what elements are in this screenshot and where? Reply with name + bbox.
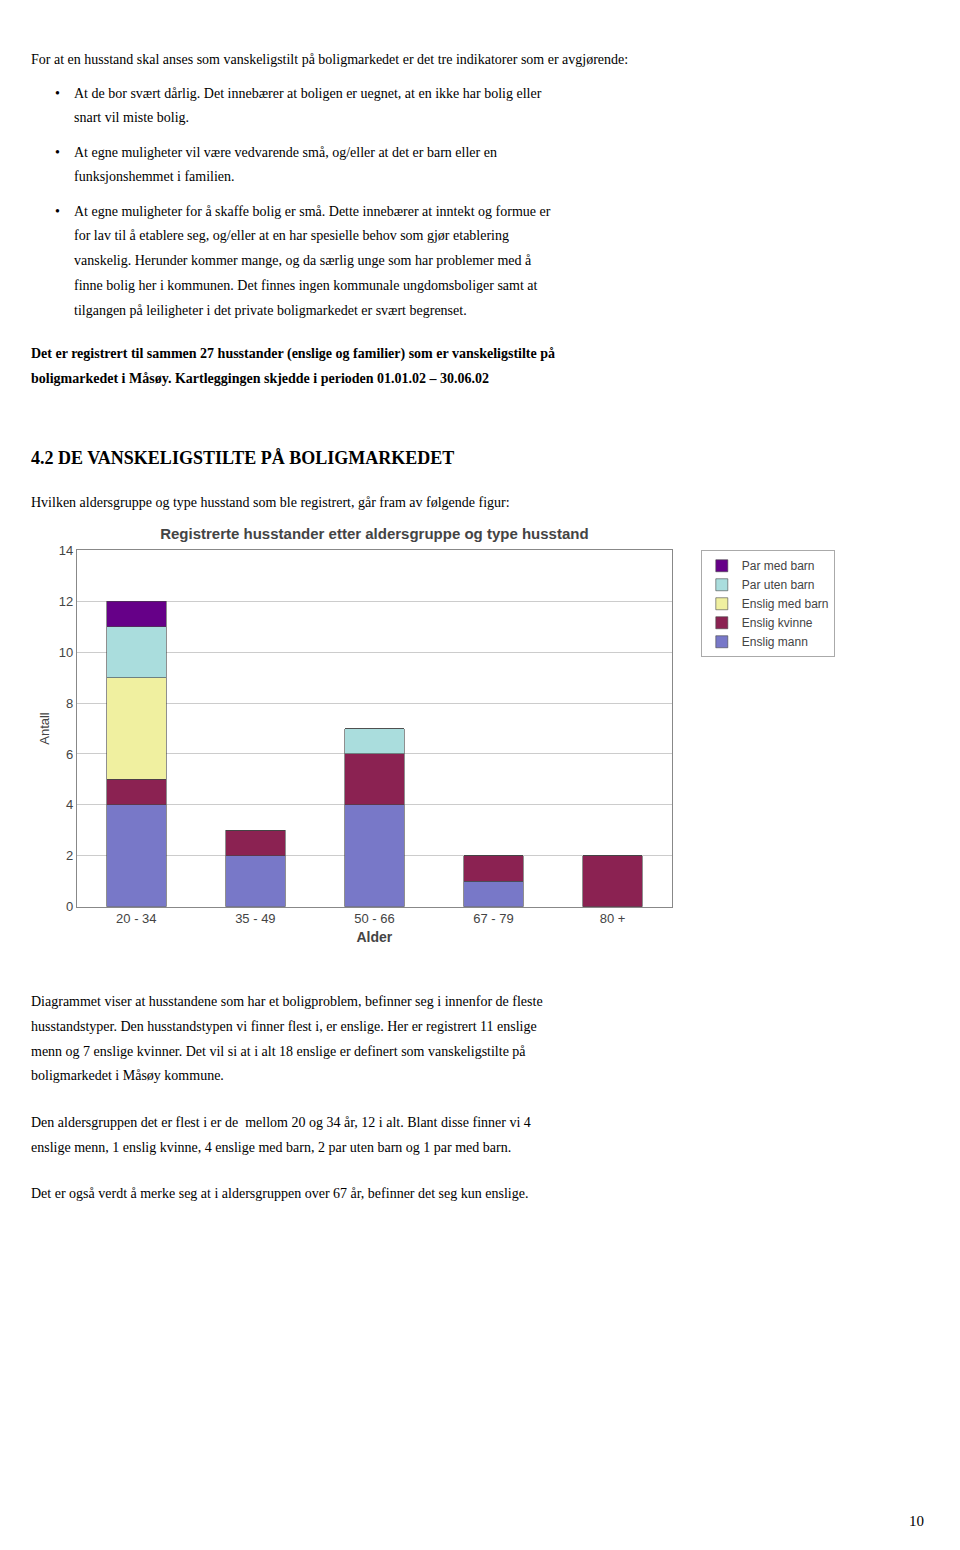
svg-text:Enslig kvinne: Enslig kvinne (742, 616, 813, 630)
svg-text:12: 12 (59, 594, 73, 609)
svg-text:Par med barn: Par med barn (742, 559, 815, 573)
svg-text:Par uten barn: Par uten barn (742, 578, 815, 592)
svg-text:10: 10 (59, 645, 73, 660)
svg-text:Enslig mann: Enslig mann (742, 635, 808, 649)
svg-text:tilgangen på leiligheter i det: tilgangen på leiligheter i det private b… (74, 303, 467, 318)
svg-text:Enslig med barn: Enslig med barn (742, 597, 829, 611)
svg-text:Registrerte husstander etter a: Registrerte husstander etter aldersgrupp… (160, 525, 588, 542)
svg-text:14: 14 (59, 543, 73, 558)
svg-text:funksjonshemmet i familien.: funksjonshemmet i familien. (74, 169, 235, 184)
svg-text:Antall: Antall (37, 712, 52, 745)
svg-text:2: 2 (66, 848, 73, 863)
svg-text:For at en husstand skal anses: For at en husstand skal anses som vanske… (31, 52, 628, 67)
svg-text:•: • (55, 204, 60, 219)
svg-text:50 - 66: 50 - 66 (354, 911, 394, 926)
svg-text:At egne muligheter for å skaff: At egne muligheter for å skaffe bolig er… (74, 204, 551, 219)
svg-text:4.2 DE VANSKELIGSTILTE PÅ BOLI: 4.2 DE VANSKELIGSTILTE PÅ BOLIGMARKEDET (31, 448, 454, 468)
svg-text:67 - 79: 67 - 79 (473, 911, 513, 926)
svg-text:At egne muligheter vil være ve: At egne muligheter vil være vedvarende s… (74, 145, 497, 160)
svg-text:Den aldersgruppen det er flest: Den aldersgruppen det er flest i er de m… (31, 1115, 531, 1130)
svg-text:menn og 7 enslige kvinner. Det: menn og 7 enslige kvinner. Det vil si at… (31, 1044, 526, 1059)
svg-text:snart vil miste bolig.: snart vil miste bolig. (74, 110, 189, 125)
svg-text:35 - 49: 35 - 49 (235, 911, 275, 926)
svg-text:Det er også verdt å merke seg: Det er også verdt å merke seg at i alder… (31, 1186, 528, 1201)
svg-text:4: 4 (66, 797, 73, 812)
svg-text:Hvilken aldersgruppe og type h: Hvilken aldersgruppe og type husstand so… (31, 495, 510, 510)
svg-text:80 +: 80 + (600, 911, 626, 926)
svg-text:At de bor svært dårlig. Det in: At de bor svært dårlig. Det innebærer at… (74, 86, 542, 101)
svg-text:finne bolig her i kommunen. De: finne bolig her i kommunen. Det finnes i… (74, 278, 538, 293)
svg-text:Alder: Alder (357, 929, 393, 945)
svg-text:•: • (55, 86, 60, 101)
svg-text:husstandstyper. Den husstandst: husstandstyper. Den husstandstypen vi fi… (31, 1019, 537, 1034)
svg-text:0: 0 (66, 899, 73, 914)
svg-text:20 - 34: 20 - 34 (116, 911, 156, 926)
svg-text:vanskelig. Herunder kommer man: vanskelig. Herunder kommer mange, og da … (74, 253, 532, 268)
svg-text:enslige menn, 1 enslig kvinne,: enslige menn, 1 enslig kvinne, 4 enslige… (31, 1140, 511, 1155)
svg-text:for lav til å etablere seg, og: for lav til å etablere seg, og/eller at … (74, 228, 509, 243)
svg-text:8: 8 (66, 696, 73, 711)
svg-text:6: 6 (66, 747, 73, 762)
svg-text:Diagrammet viser at husstanden: Diagrammet viser at husstandene som har … (31, 994, 543, 1009)
svg-text:10: 10 (909, 1513, 924, 1529)
svg-text:•: • (55, 145, 60, 160)
svg-text:boligmarkedet i Måsøy. Kartleg: boligmarkedet i Måsøy. Kartleggingen skj… (31, 371, 489, 386)
svg-text:Det er registrert til sammen 2: Det er registrert til sammen 27 husstand… (31, 346, 555, 362)
svg-text:boligmarkedet i Måsøy kommune.: boligmarkedet i Måsøy kommune. (31, 1068, 224, 1083)
